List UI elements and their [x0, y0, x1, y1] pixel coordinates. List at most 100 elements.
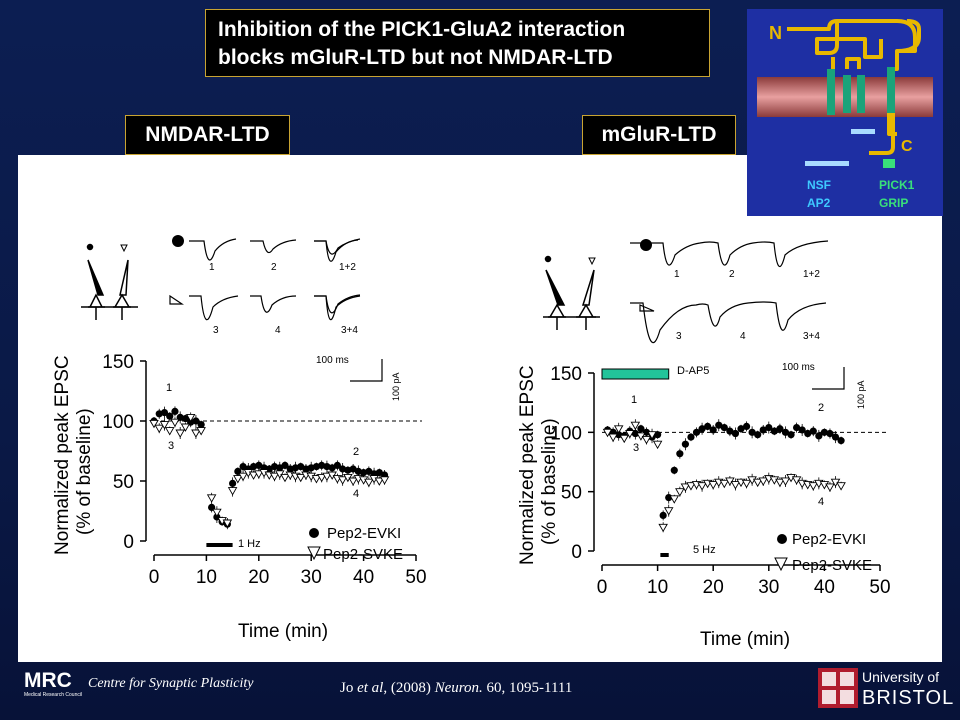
trace-label: 1 — [209, 262, 215, 273]
trace-label: 3 — [676, 331, 682, 342]
x-tick-label: 0 — [149, 567, 160, 588]
data-point-svke — [280, 473, 290, 483]
data-point-evki — [166, 412, 174, 420]
data-point-svke — [269, 472, 280, 482]
data-point-evki — [715, 421, 723, 429]
data-point-svke — [602, 428, 613, 438]
data-point-evki — [748, 428, 756, 436]
tm-helices — [827, 67, 895, 115]
scale-amp-label: 100 pA — [856, 380, 866, 409]
point-label: 4 — [818, 496, 824, 508]
trace-label: 4 — [740, 331, 746, 342]
data-point-evki — [676, 450, 684, 458]
y-tick-label: 0 — [571, 542, 582, 563]
slide-title: Inhibition of the PICK1-GluA2 interactio… — [205, 9, 710, 77]
figure-svg: 1 2 1+2 3 4 3+4 100 ms 100 pA Normalized… — [52, 235, 891, 650]
filled-circle-icon — [172, 235, 184, 247]
stim-label: 5 Hz — [693, 544, 716, 556]
pick1-label: PICK1 — [879, 178, 915, 192]
stim-label: 1 Hz — [238, 538, 261, 550]
data-point-evki — [754, 431, 762, 439]
data-point-svke — [206, 494, 217, 503]
mglur-ltd-label: mGluR-LTD — [582, 115, 736, 155]
data-point-evki — [831, 433, 840, 441]
data-point-svke — [337, 476, 348, 485]
x-tick-label: 50 — [405, 567, 426, 588]
data-point-evki — [720, 423, 728, 432]
data-point-svke — [233, 475, 243, 484]
data-point-evki — [637, 425, 645, 433]
data-point-evki — [687, 433, 695, 441]
left-ylabel-line1: Normalized peak EPSC — [52, 355, 73, 555]
y-tick-label: 50 — [561, 483, 582, 504]
right-axes: 0 50 100 150 0 10 20 30 40 50 — [550, 364, 890, 598]
ap2-label: AP2 — [807, 196, 831, 210]
data-point-svke — [159, 421, 170, 430]
data-point-svke — [675, 488, 685, 497]
data-point-svke — [641, 436, 652, 445]
data-point-svke — [222, 519, 233, 528]
pick1-bar — [883, 159, 895, 168]
data-point-svke — [149, 419, 159, 429]
data-point-svke — [825, 483, 835, 492]
data-point-svke — [775, 478, 785, 488]
x-tick-label: 50 — [869, 577, 890, 598]
trace-label: 4 — [275, 325, 281, 336]
data-point-svke — [175, 429, 185, 438]
data-point-evki — [793, 423, 801, 432]
data-point-svke — [663, 507, 674, 516]
scale-time-label: 100 ms — [316, 355, 349, 366]
data-point-evki — [804, 429, 812, 438]
data-point-svke — [374, 477, 385, 486]
data-point-svke — [196, 427, 206, 436]
y-tick-label: 50 — [113, 472, 134, 493]
left-xlabel: Time (min) — [238, 621, 328, 642]
bristol-label: BRISTOL — [862, 687, 954, 709]
trace-label: 1+2 — [803, 269, 820, 280]
data-point-evki — [737, 425, 745, 433]
data-point-svke — [630, 421, 641, 431]
c-terminus-label: C — [901, 138, 913, 155]
university-of-bristol-logo: University of BRISTOL — [818, 666, 958, 715]
data-point-evki — [709, 426, 717, 434]
nsf-bar — [805, 161, 849, 166]
left-chart: Normalized peak EPSC (% of baseline) 0 50… — [52, 352, 427, 642]
data-point-evki — [192, 417, 200, 425]
university-label: University of — [862, 669, 939, 685]
data-point-svke — [191, 429, 201, 438]
x-tick-label: 10 — [196, 567, 217, 588]
point-label: 3 — [633, 442, 639, 454]
data-point-evki — [692, 428, 701, 436]
data-point-evki — [837, 437, 845, 445]
data-point-svke — [316, 473, 327, 483]
left-ylabel-line2: (% of baseline) — [74, 408, 95, 535]
trace-label: 3+4 — [341, 325, 358, 336]
mrc-logo-text: MRC — [24, 669, 72, 692]
data-point-svke — [669, 495, 680, 504]
data-point-evki — [160, 409, 169, 417]
right-traces — [630, 239, 829, 344]
data-point-svke — [758, 477, 769, 486]
scale-time-label: 100 ms — [782, 362, 815, 373]
x-tick-label: 20 — [703, 577, 724, 598]
filled-circle-icon — [640, 239, 652, 251]
data-point-svke — [379, 476, 390, 485]
data-point-evki — [229, 479, 237, 487]
data-point-svke — [227, 487, 238, 496]
data-point-svke — [248, 471, 259, 480]
x-tick-label: 30 — [301, 567, 322, 588]
grip-label: GRIP — [879, 196, 908, 210]
drug-bar — [601, 368, 670, 380]
data-point-svke — [697, 482, 707, 491]
legend-filled-label: Pep2-EVKI — [792, 531, 866, 548]
right-xlabel: Time (min) — [700, 629, 790, 650]
data-point-svke — [164, 427, 175, 436]
data-point-svke — [180, 423, 191, 432]
left-traces — [169, 235, 361, 321]
data-point-svke — [708, 481, 718, 490]
right-legend: Pep2-EVKI Pep2-SVKE — [774, 531, 872, 574]
data-point-svke — [608, 433, 618, 442]
data-point-svke — [364, 478, 374, 488]
nmdar-ltd-label: NMDAR-LTD — [125, 115, 290, 155]
trace-label: 1+2 — [339, 262, 356, 273]
